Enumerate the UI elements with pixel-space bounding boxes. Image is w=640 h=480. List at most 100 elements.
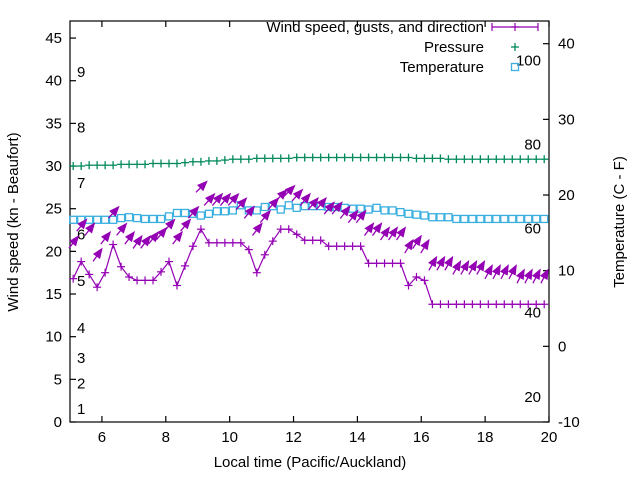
wind-direction-arrow [291,188,304,202]
temperature-marker [300,201,309,211]
temperature-marker [140,214,150,224]
wind-direction-arrow [275,189,288,202]
beaufort-label: 8 [77,120,85,137]
wind-direction-arrow [132,234,143,249]
wind-direction-arrow [468,259,478,275]
temperature-marker [540,214,549,224]
y-tick-label-right: 10 [558,263,575,280]
beaufort-label: 1 [77,401,85,418]
y-tick-label-left: 20 [45,243,62,260]
x-tick-label: 16 [413,429,430,446]
wind-direction-arrow [259,209,272,223]
fahrenheit-label: 60 [524,221,541,238]
arrow-head [212,192,224,204]
arrow-head [101,230,112,243]
arrow-head [69,235,80,247]
wind-direction-arrow [195,180,208,193]
temperature-marker [524,214,533,224]
legend-label-1: Pressure [424,39,484,56]
arrow-head [507,264,517,276]
temperature-marker [460,214,469,224]
arrow-head [204,192,216,204]
wind-direction-arrow [387,226,399,241]
wind-direction-arrow [379,226,391,241]
wind-direction-arrow [371,222,383,237]
wind-direction-arrow [452,259,462,275]
temperature-marker [412,210,421,219]
wind-direction-arrow [460,259,470,275]
y-axis-right-ticks: -10 0 10 20 30 40 [543,36,580,431]
temperature-marker [380,206,389,215]
arrow-head [244,205,256,217]
wind-direction-arrow [315,196,327,211]
beaufort-scale-labels: 1 2 3 4 5 6 7 8 9 [77,64,85,418]
temperature-marker [436,213,445,222]
wind-direction-arrow [307,196,319,211]
arrow-head [523,268,533,280]
wind-direction-arrow [180,218,192,232]
y-tick-label-left: 25 [45,201,62,218]
temperature-marker [196,211,206,220]
arrow-head [372,222,383,234]
series-pressure [69,153,549,171]
y-axis-left-ticks: 0 5 10 15 20 25 30 35 40 45 [45,30,76,431]
wind-direction-arrow [124,230,136,245]
arrow-head [324,201,335,213]
x-axis-title: Local time (Pacific/Auckland) [214,454,407,471]
x-tick-label: 6 [98,429,106,446]
arrow-head [364,222,375,234]
arrow-head [260,209,272,221]
wind-direction-arrow [140,235,151,249]
wind-direction-arrow [355,209,367,224]
wind-direction-arrow [76,218,88,232]
temperature-marker [116,213,126,223]
arrow-head [396,226,407,238]
arrow-head [475,259,486,272]
wind-direction-arrow [211,192,224,206]
temperature-marker [228,206,238,215]
temperature-marker [92,215,102,224]
x-tick-label: 20 [541,429,558,446]
temperature-marker [260,202,269,212]
temperature-marker [420,211,429,220]
y-axis-left-title: Wind speed (kn - Beaufort) [5,132,22,311]
arrow-head [491,264,501,276]
arrow-head [188,205,200,217]
temperature-marker [100,215,110,224]
x-tick-label: 10 [221,429,238,446]
arrow-head [412,234,422,247]
beaufort-label: 4 [77,320,85,337]
arrow-head [428,255,438,268]
temperature-marker [69,215,78,224]
wind-direction-arrow [227,192,240,206]
wind-direction-arrow [235,197,248,211]
x-tick-label: 14 [349,429,366,446]
temperature-marker [252,206,261,215]
temperature-marker [516,214,525,224]
arrow-head [460,259,470,272]
temperature-marker [508,214,517,224]
temperature-marker [364,205,373,214]
arrow-head [117,222,128,234]
wind-direction-arrow [203,192,216,206]
arrow-head [300,192,311,204]
temperature-marker [452,214,461,224]
arrow-head [380,226,391,238]
arrow-head [316,196,327,209]
arrow-head [356,209,367,221]
wind-direction-arrow [100,230,112,245]
wind-direction-arrow [251,222,263,236]
temperature-marker [212,207,222,216]
arrow-head [531,268,541,280]
temperature-marker [284,201,293,210]
arrow-head [220,192,232,204]
x-tick-label: 8 [162,429,170,446]
wind-direction-arrow [92,247,103,262]
wind-direction-arrow [531,268,541,284]
x-tick-label: 18 [477,429,494,446]
wind-direction-arrow [491,264,501,280]
arrow-head [252,222,263,234]
x-axis-ticks: 6 8 10 12 14 16 18 20 [98,21,558,446]
wind-direction-arrow [412,234,422,249]
